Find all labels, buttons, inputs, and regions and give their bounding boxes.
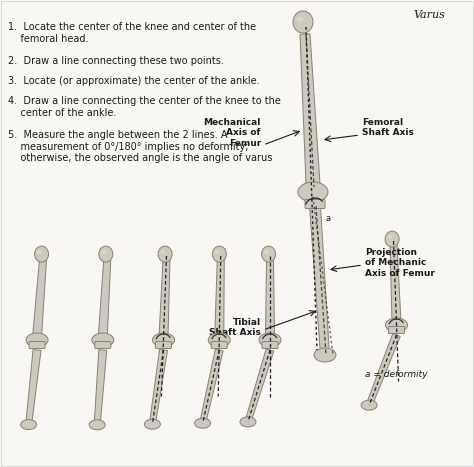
Polygon shape (390, 245, 401, 322)
Ellipse shape (264, 250, 269, 254)
Polygon shape (98, 260, 111, 337)
Ellipse shape (314, 348, 336, 362)
Ellipse shape (101, 250, 106, 254)
Text: 4.  Draw a line connecting the center of the knee to the
    center of the ankle: 4. Draw a line connecting the center of … (8, 96, 281, 118)
Polygon shape (149, 349, 167, 425)
Ellipse shape (99, 246, 113, 262)
Text: Varus: Varus (413, 10, 445, 20)
Ellipse shape (298, 182, 328, 202)
Ellipse shape (89, 420, 105, 430)
Text: Mechanical
Axis of
Femur: Mechanical Axis of Femur (204, 118, 261, 148)
Text: Tibial
Shaft Axis: Tibial Shaft Axis (209, 318, 261, 337)
Polygon shape (366, 333, 400, 406)
Ellipse shape (259, 333, 281, 347)
Text: 5.  Measure the angle between the 2 lines. A
    measurement of 0°/180° implies : 5. Measure the angle between the 2 lines… (8, 130, 273, 163)
Ellipse shape (293, 11, 313, 33)
Text: 1.  Locate the center of the knee and center of the
    femoral head.: 1. Locate the center of the knee and cen… (8, 22, 256, 43)
Polygon shape (33, 260, 46, 337)
Ellipse shape (153, 333, 174, 347)
FancyBboxPatch shape (155, 341, 172, 348)
Ellipse shape (195, 418, 210, 428)
Ellipse shape (297, 16, 303, 22)
Ellipse shape (26, 333, 48, 347)
Polygon shape (94, 350, 107, 425)
Text: a: a (326, 214, 331, 223)
Ellipse shape (262, 246, 275, 262)
Ellipse shape (161, 250, 165, 254)
Text: Femoral
Shaft Axis: Femoral Shaft Axis (362, 118, 414, 137)
FancyBboxPatch shape (29, 341, 45, 348)
Ellipse shape (208, 333, 230, 347)
Text: Projection
of Mechanic
Axis of Femur: Projection of Mechanic Axis of Femur (365, 248, 435, 278)
Polygon shape (200, 349, 223, 424)
Ellipse shape (212, 246, 227, 262)
Polygon shape (245, 349, 274, 423)
Ellipse shape (215, 250, 219, 254)
Polygon shape (300, 34, 320, 184)
Polygon shape (265, 260, 274, 337)
Ellipse shape (35, 246, 48, 262)
Polygon shape (310, 205, 329, 355)
Ellipse shape (385, 231, 399, 247)
Ellipse shape (385, 318, 408, 332)
Ellipse shape (92, 333, 114, 347)
Text: 2.  Draw a line connecting these two points.: 2. Draw a line connecting these two poin… (8, 56, 224, 66)
Ellipse shape (240, 417, 256, 427)
Polygon shape (26, 350, 41, 425)
Ellipse shape (158, 246, 172, 262)
Ellipse shape (37, 250, 42, 254)
Ellipse shape (388, 235, 392, 239)
FancyBboxPatch shape (262, 341, 278, 348)
Text: a = deformity: a = deformity (365, 370, 428, 379)
Ellipse shape (21, 419, 36, 430)
Polygon shape (215, 260, 224, 337)
FancyBboxPatch shape (389, 326, 404, 333)
Ellipse shape (145, 419, 160, 429)
FancyBboxPatch shape (95, 341, 111, 348)
Polygon shape (159, 260, 170, 337)
FancyBboxPatch shape (305, 199, 325, 208)
Text: 3.  Locate (or approximate) the center of the ankle.: 3. Locate (or approximate) the center of… (8, 76, 260, 86)
Ellipse shape (361, 400, 377, 410)
FancyBboxPatch shape (211, 341, 227, 348)
